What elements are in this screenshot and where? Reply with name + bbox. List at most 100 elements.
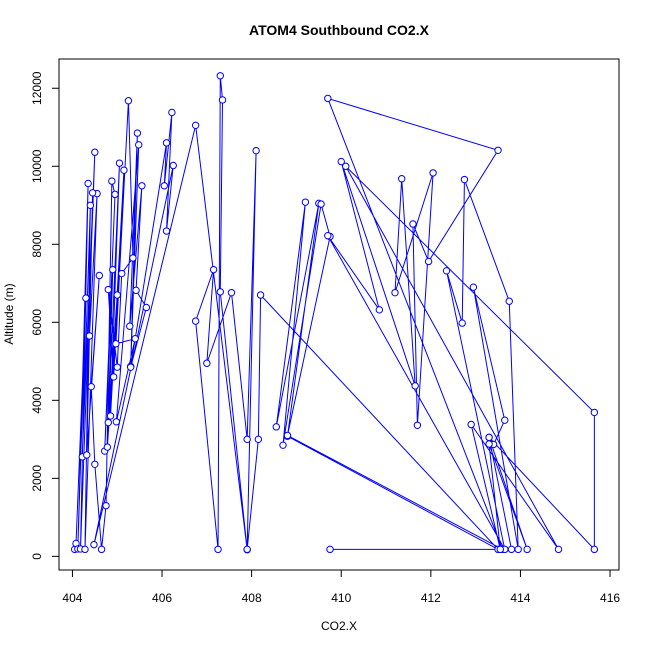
series-layer [70,72,599,554]
data-point [485,440,493,448]
data-point [218,96,227,104]
data-point [131,334,139,343]
data-point [132,286,140,295]
x-axis-title: CO2.X [321,619,357,633]
y-tick-label: 4000 [30,387,44,414]
data-point [108,177,116,185]
data-point [162,139,171,147]
data-point [106,412,115,420]
plot-frame [58,58,620,571]
data-point [375,306,384,314]
data-point [83,451,91,459]
data-point [209,265,218,274]
data-point [391,288,399,297]
data-point [424,257,433,266]
data-point [86,201,95,209]
data-point [485,433,493,442]
y-tick-label: 12000 [30,71,44,105]
data-point [102,501,110,510]
x-tick-label: 412 [421,591,441,605]
data-point [523,545,531,554]
data-point [126,363,135,371]
x-tick-label: 416 [600,591,620,605]
data-point [326,545,334,554]
data-point [254,435,263,444]
data-point [91,148,99,156]
data-point [162,227,171,235]
data-point [118,269,126,278]
data-point [104,285,112,294]
data-point [458,319,466,327]
data-point [214,545,222,554]
chart-title: ATOM4 Southbound CO2.X [249,22,430,38]
x-tick-label: 410 [331,591,351,605]
x-tick-label: 414 [510,591,530,605]
data-point [115,159,124,167]
x-tick-label: 408 [242,591,262,605]
data-point [442,267,451,275]
data-point [129,254,137,262]
series-line [74,75,595,551]
data-point [460,175,469,184]
x-tick-label: 404 [62,591,82,605]
data-point [429,169,437,177]
data-point [191,317,200,325]
data-point [120,166,128,174]
data-point [216,72,224,80]
data-point [126,322,134,330]
data-point [283,431,292,440]
data-point [133,129,142,137]
data-point [252,146,260,155]
data-point [112,418,121,426]
data-point [109,265,117,274]
data-point [554,545,563,554]
data-point [272,423,280,431]
x-tick-label: 406 [152,591,172,605]
data-point [227,288,236,297]
data-point [113,291,121,299]
data-point [501,416,509,424]
y-tick-label: 10000 [30,149,44,183]
data-point [191,121,200,130]
data-point [169,161,177,170]
data-point [203,359,211,367]
data-point [111,190,119,199]
data-point [342,162,350,170]
data-point [398,175,406,183]
data-point [243,435,251,444]
data-point [135,141,143,149]
data-point [104,418,112,427]
data-point [88,189,97,197]
data-point [84,179,92,188]
data-point [514,545,522,554]
data-point [85,332,94,340]
x-axis: 404 406 408 410 412 414 416 [62,569,620,605]
data-point [337,157,345,166]
y-axis: 0 2000 4000 6000 8000 10000 12000 [30,71,60,560]
data-point [103,443,112,451]
data-point [113,363,121,371]
data-point [409,220,417,228]
data-point [97,545,106,554]
data-point [87,382,95,391]
data-point [90,540,98,549]
y-tick-label: 6000 [30,309,44,336]
data-point [168,108,176,117]
data-point [469,283,478,291]
data-point [494,146,502,154]
data-point [142,303,151,312]
data-point [324,232,332,240]
data-point [82,294,90,302]
y-tick-label: 0 [30,553,44,560]
data-point [91,460,99,468]
data-point [590,408,599,417]
data-point [256,291,265,299]
y-axis-title: Altitude (m) [2,283,16,344]
data-point [81,545,89,554]
data-point [324,94,332,103]
y-tick-label: 8000 [30,231,44,258]
data-point [467,420,475,429]
data-point [124,97,133,105]
data-point [317,200,325,208]
y-tick-label: 2000 [30,465,44,492]
